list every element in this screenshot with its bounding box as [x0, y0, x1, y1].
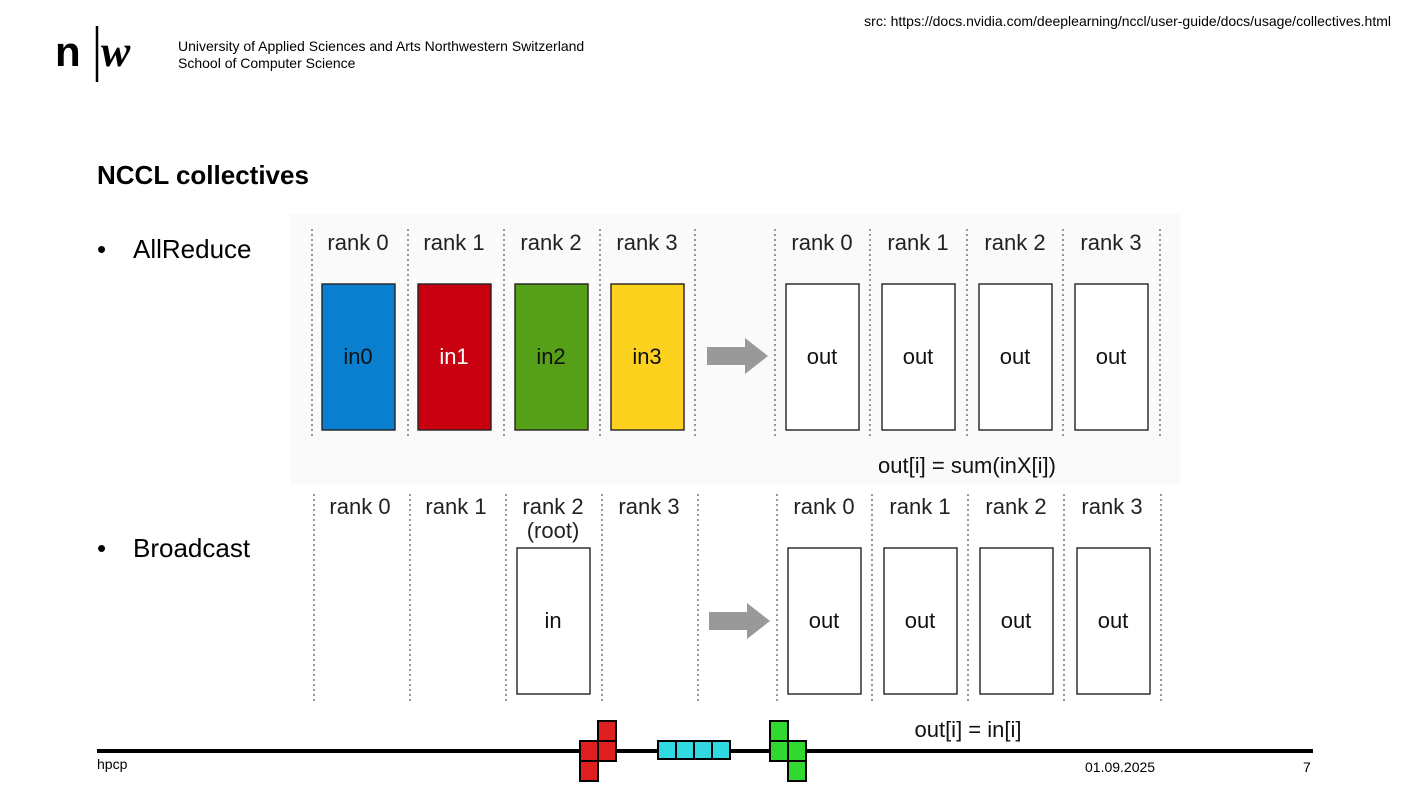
output-buffer: [978, 283, 1053, 431]
bullet-allreduce: • AllReduce: [97, 234, 252, 265]
tetris-cyan-piece: [657, 740, 731, 760]
output-buffer: [881, 283, 956, 431]
output-label: out: [1096, 344, 1127, 369]
university-line-1: University of Applied Sciences and Arts …: [178, 38, 585, 54]
broadcast-in-rank-label: rank 2: [522, 494, 583, 519]
svg-text:w: w: [101, 27, 131, 76]
bullet-dot: •: [97, 234, 107, 264]
slide-title: NCCL collectives: [97, 160, 309, 190]
fhnw-logo: n w: [55, 26, 131, 82]
allreduce-arrow: [707, 338, 768, 374]
output-buffer: [979, 547, 1054, 695]
output-label: out: [807, 344, 838, 369]
allreduce-formula: out[i] = sum(inX[i]): [878, 453, 1056, 478]
university-line-2: School of Computer Science: [178, 55, 356, 71]
broadcast-formula: out[i] = in[i]: [914, 717, 1021, 742]
input-buffer-in1: [417, 283, 492, 431]
tetris-green-piece: [769, 720, 807, 782]
broadcast-in-rank-label: rank 1: [425, 494, 486, 519]
broadcast-out-rank-label: rank 2: [985, 494, 1046, 519]
allreduce-out-rank-label: rank 0: [791, 230, 852, 255]
tetris-red-piece: [579, 720, 617, 782]
footer-course: hpcp: [97, 756, 128, 772]
bullet-label: Broadcast: [133, 533, 251, 563]
output-buffer: [785, 283, 860, 431]
input-buffer-in3: [610, 283, 685, 431]
input-buffer-in2: [514, 283, 589, 431]
tetris-decoration: [579, 720, 807, 782]
university-name: University of Applied Sciences and Arts …: [178, 38, 584, 72]
broadcast-in-rank-label: rank 0: [329, 494, 390, 519]
allreduce-out-rank-label: rank 3: [1080, 230, 1141, 255]
output-label: out: [905, 608, 936, 633]
allreduce-separators: [311, 229, 1161, 439]
allreduce-in-rank-label: rank 0: [327, 230, 388, 255]
broadcast-out-rank-label: rank 0: [793, 494, 854, 519]
broadcast-arrow: [709, 603, 770, 639]
input-label-in2: in2: [536, 344, 565, 369]
output-label: out: [1000, 344, 1031, 369]
output-buffer: [787, 547, 862, 695]
collectives-diagram: rank 0 rank 1 rank 2 rank 3 rank 0 rank …: [290, 214, 1180, 754]
output-label: out: [1098, 608, 1129, 633]
output-buffer: [883, 547, 958, 695]
input-label-in0: in0: [343, 344, 372, 369]
bullet-label: AllReduce: [133, 234, 252, 264]
broadcast-in-rank-label: rank 3: [618, 494, 679, 519]
broadcast-input-buffer: [516, 547, 591, 695]
broadcast-input-label: in: [544, 608, 561, 633]
input-label-in1: in1: [439, 344, 468, 369]
allreduce-out-rank-label: rank 1: [887, 230, 948, 255]
footer-date: 01.09.2025: [1085, 759, 1156, 775]
output-label: out: [903, 344, 934, 369]
output-label: out: [1001, 608, 1032, 633]
output-buffer: [1074, 283, 1149, 431]
allreduce-in-rank-label: rank 2: [520, 230, 581, 255]
broadcast-separators: [313, 494, 1162, 704]
broadcast-root-note: (root): [527, 518, 580, 543]
bullet-dot: •: [97, 533, 107, 563]
source-note: src: https://docs.nvidia.com/deeplearnin…: [864, 13, 1391, 29]
svg-text:n: n: [55, 28, 81, 75]
allreduce-in-rank-label: rank 1: [423, 230, 484, 255]
input-buffer-in0: [321, 283, 396, 431]
broadcast-out-rank-label: rank 3: [1081, 494, 1142, 519]
page-number: 7: [1303, 759, 1311, 775]
broadcast-out-rank-label: rank 1: [889, 494, 950, 519]
output-buffer: [1076, 547, 1151, 695]
allreduce-out-rank-label: rank 2: [984, 230, 1045, 255]
allreduce-in-rank-label: rank 3: [616, 230, 677, 255]
input-label-in3: in3: [632, 344, 661, 369]
output-label: out: [809, 608, 840, 633]
bullet-broadcast: • Broadcast: [97, 533, 250, 564]
